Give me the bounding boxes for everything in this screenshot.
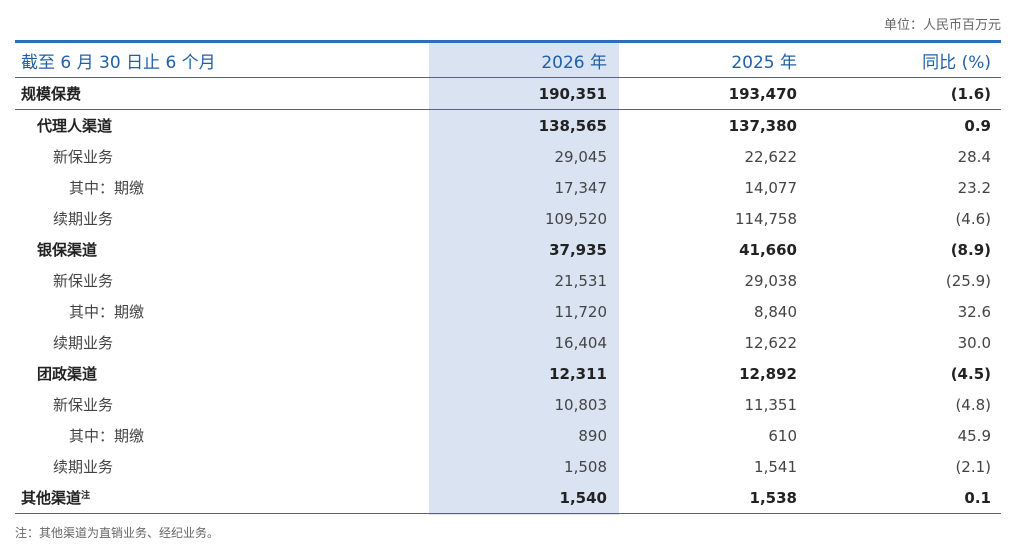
table-row: 其中：期缴 11,720 8,840 32.6 (15, 296, 1001, 327)
cell-2025: 41,660 (739, 240, 797, 259)
row-label: 续期业务 (53, 334, 114, 352)
cell-yoy: 0.9 (964, 116, 991, 135)
table-row: 其中：期缴 890 610 45.9 (15, 420, 1001, 451)
table-row: 团政渠道 12,311 12,892 (4.5) (15, 358, 1001, 389)
cell-yoy: 32.6 (957, 302, 991, 321)
header-2026: 2026 年 (429, 40, 619, 78)
cell-2026: 12,311 (549, 364, 607, 383)
cell-yoy: (1.6) (809, 77, 1001, 110)
cell-2026: 10,803 (554, 395, 608, 414)
cell-yoy: 0.1 (809, 482, 1001, 514)
header-period: 截至 6 月 30 日止 6 个月 (15, 40, 429, 78)
row-label: 其中：期缴 (69, 427, 145, 445)
row-label: 其中：期缴 (69, 303, 145, 321)
cell-2025: 193,470 (619, 77, 809, 110)
table-header-row: 截至 6 月 30 日止 6 个月 2026 年 2025 年 同比 (%) (15, 40, 1001, 78)
cell-2026: 29,045 (554, 147, 608, 166)
row-label-with-note: 其他渠道注 (15, 482, 429, 514)
row-label: 银保渠道 (37, 241, 98, 259)
cell-yoy: (8.9) (950, 240, 991, 259)
unit-label: 单位：人民币百万元 (883, 18, 1001, 33)
cell-yoy: 28.4 (957, 147, 991, 166)
cell-2025: 1,538 (619, 482, 809, 514)
table-row: 续期业务 1,508 1,541 (2.1) (15, 451, 1001, 482)
table-row: 规模保费 190,351 193,470 (1.6) (15, 77, 1001, 110)
table-row: 续期业务 16,404 12,622 30.0 (15, 327, 1001, 358)
cell-2025: 114,758 (734, 209, 797, 228)
cell-2025: 137,380 (728, 116, 797, 135)
cell-2026: 1,508 (564, 457, 607, 476)
note-mark: 注 (81, 491, 91, 501)
cell-2025: 12,622 (744, 333, 798, 352)
cell-yoy: (4.8) (955, 395, 991, 414)
row-label: 代理人渠道 (37, 117, 113, 135)
cell-2026: 1,540 (429, 482, 619, 514)
cell-2026: 109,520 (544, 209, 607, 228)
table-row: 续期业务 109,520 114,758 (4.6) (15, 203, 1001, 234)
table-row: 新保业务 29,045 22,622 28.4 (15, 141, 1001, 172)
table-row: 其中：期缴 17,347 14,077 23.2 (15, 172, 1001, 203)
cell-2025: 1,541 (754, 457, 797, 476)
cell-2025: 22,622 (744, 147, 798, 166)
header-yoy: 同比 (%) (809, 40, 1001, 78)
premium-table-container: 截至 6 月 30 日止 6 个月 2026 年 2025 年 同比 (%) 规… (15, 40, 1001, 515)
header-2025: 2025 年 (619, 40, 809, 78)
cell-yoy: (25.9) (945, 271, 991, 290)
cell-2025: 14,077 (744, 178, 798, 197)
row-label: 续期业务 (53, 210, 114, 228)
cell-yoy: 30.0 (957, 333, 991, 352)
table-row: 其他渠道注 1,540 1,538 0.1 (15, 482, 1001, 514)
cell-2025: 12,892 (739, 364, 797, 383)
table-row: 代理人渠道 138,565 137,380 0.9 (15, 110, 1001, 142)
cell-yoy: (2.1) (955, 457, 991, 476)
cell-yoy: (4.6) (955, 209, 991, 228)
footnote: 注：其他渠道为直销业务、经纪业务。 (15, 526, 220, 540)
premium-table: 截至 6 月 30 日止 6 个月 2026 年 2025 年 同比 (%) 规… (15, 40, 1001, 514)
row-label: 规模保费 (15, 77, 429, 110)
current-year-column-highlight (429, 43, 619, 515)
cell-2026: 16,404 (554, 333, 608, 352)
cell-yoy: 45.9 (957, 426, 991, 445)
row-label: 新保业务 (53, 148, 114, 166)
cell-2026: 890 (578, 426, 607, 445)
row-label: 新保业务 (53, 272, 114, 290)
table-row: 新保业务 21,531 29,038 (25.9) (15, 265, 1001, 296)
cell-2026: 138,565 (538, 116, 607, 135)
cell-yoy: (4.5) (950, 364, 991, 383)
cell-2026: 11,720 (554, 302, 608, 321)
table-row: 银保渠道 37,935 41,660 (8.9) (15, 234, 1001, 265)
row-label: 其中：期缴 (69, 179, 145, 197)
cell-yoy: 23.2 (957, 178, 991, 197)
row-label-text: 其他渠道 (21, 489, 82, 507)
cell-2026: 21,531 (554, 271, 608, 290)
cell-2026: 190,351 (429, 77, 619, 110)
cell-2026: 37,935 (549, 240, 607, 259)
cell-2025: 11,351 (744, 395, 798, 414)
row-label: 团政渠道 (37, 365, 98, 383)
row-label: 新保业务 (53, 396, 114, 414)
table-row: 新保业务 10,803 11,351 (4.8) (15, 389, 1001, 420)
row-label: 续期业务 (53, 458, 114, 476)
cell-2025: 8,840 (754, 302, 797, 321)
cell-2025: 610 (768, 426, 797, 445)
cell-2025: 29,038 (744, 271, 798, 290)
cell-2026: 17,347 (554, 178, 608, 197)
